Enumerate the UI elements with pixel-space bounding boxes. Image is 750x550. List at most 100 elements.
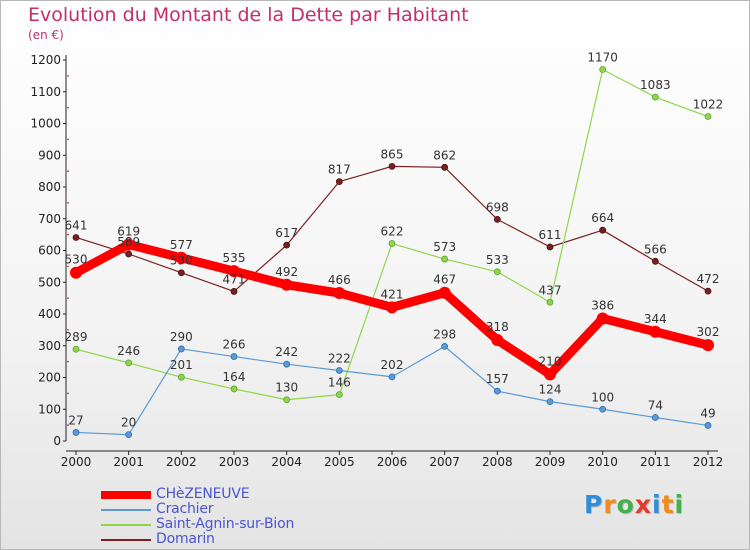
point-domarin-2007: [441, 163, 449, 171]
y-tick-label-700: 700: [38, 212, 61, 226]
point-chezeneuve-2003: [228, 265, 240, 278]
data-label-domarin-2003: 471: [223, 272, 246, 286]
point-crachier-2000: [72, 429, 80, 436]
point-domarin-2012: [704, 287, 712, 295]
y-tick-label-100: 100: [38, 402, 61, 416]
point-saint-agnin-2007: [441, 255, 449, 263]
x-tick-label-2003: 2003: [219, 455, 250, 469]
point-crachier-2004: [283, 360, 291, 368]
point-saint-agnin-2005: [335, 391, 343, 399]
data-label-domarin-2008: 698: [486, 200, 509, 214]
y-tick-label-1200: 1200: [30, 53, 61, 67]
y-minor-tick: [67, 360, 69, 363]
point-crachier-2011: [651, 414, 659, 421]
data-label-saint-agnin-2006: 622: [381, 225, 404, 239]
data-label-crachier-2004: 242: [275, 345, 298, 359]
logo-letter: r: [603, 490, 617, 519]
data-label-domarin-2009: 611: [539, 228, 562, 242]
data-label-domarin-2001: 589: [117, 235, 140, 249]
data-label-saint-agnin-2011: 1083: [640, 78, 671, 92]
data-label-domarin-2002: 530: [170, 254, 193, 268]
chart-subtitle: (en €): [28, 28, 64, 42]
logo-letter: P: [584, 490, 604, 519]
x-tick-label-2002: 2002: [166, 455, 197, 469]
data-label-chezeneuve-2008: 318: [486, 320, 509, 334]
y-minor-tick: [67, 201, 69, 204]
point-domarin-2005: [335, 178, 343, 186]
data-label-crachier-2010: 100: [591, 390, 614, 404]
y-minor-tick: [67, 106, 69, 109]
y-minor-tick: [67, 74, 69, 77]
data-label-crachier-2011: 74: [648, 399, 663, 413]
point-saint-agnin-2011: [651, 93, 659, 101]
legend-label-crachier: Crachier: [156, 501, 214, 517]
point-domarin-2002: [177, 269, 185, 277]
data-label-chezeneuve-2005: 466: [328, 273, 351, 287]
data-label-saint-agnin-2005: 146: [328, 376, 351, 390]
point-domarin-2009: [546, 243, 554, 251]
point-chezeneuve-2001: [122, 238, 135, 251]
x-tick-label-2001: 2001: [113, 455, 144, 469]
data-label-domarin-2007: 862: [433, 148, 456, 162]
x-tick-label-2012: 2012: [693, 455, 724, 469]
y-minor-tick: [67, 424, 69, 427]
data-label-crachier-2012: 49: [700, 406, 715, 420]
point-crachier-2001: [125, 431, 133, 439]
y-minor-tick: [67, 328, 69, 331]
y-tick-label-400: 400: [38, 307, 61, 321]
data-label-chezeneuve-2001: 619: [117, 224, 140, 238]
data-label-chezeneuve-2011: 344: [644, 312, 667, 326]
y-minor-tick: [67, 265, 69, 268]
legend-swatch-domarin: [101, 539, 151, 541]
point-domarin-2008: [493, 215, 501, 223]
point-chezeneuve-2010: [596, 312, 609, 325]
point-domarin-2004: [283, 241, 291, 249]
x-tick-label-2007: 2007: [429, 455, 460, 469]
point-chezeneuve-2005: [333, 287, 346, 300]
data-label-domarin-2005: 817: [328, 163, 351, 177]
data-label-domarin-2011: 566: [644, 242, 667, 256]
point-saint-agnin-2003: [230, 385, 238, 393]
point-crachier-2008: [493, 387, 501, 395]
data-label-domarin-2004: 617: [275, 226, 298, 240]
point-domarin-2003: [230, 288, 238, 295]
data-label-chezeneuve-2000: 530: [65, 253, 88, 267]
data-label-crachier-2000: 27: [68, 413, 83, 427]
x-tick-label-2011: 2011: [640, 455, 671, 469]
y-tick-label-500: 500: [38, 275, 61, 289]
point-saint-agnin-2009: [546, 298, 554, 306]
point-saint-agnin-2002: [177, 373, 185, 381]
x-tick-label-2006: 2006: [377, 455, 408, 469]
point-saint-agnin-2000: [72, 345, 80, 353]
point-chezeneuve-2006: [386, 301, 398, 314]
legend-item-chezeneuve: CHèZENEUVE: [101, 486, 361, 502]
chart-title: Evolution du Montant de la Dette par Hab…: [28, 4, 469, 26]
data-label-saint-agnin-2004: 130: [275, 381, 298, 395]
point-saint-agnin-2004: [283, 396, 291, 404]
logo-letter: t: [661, 490, 675, 519]
point-crachier-2010: [599, 405, 607, 413]
data-label-domarin-2006: 865: [381, 147, 404, 161]
data-label-domarin-2000: 641: [65, 218, 88, 232]
point-domarin-2000: [72, 234, 80, 241]
data-label-chezeneuve-2009: 210: [539, 354, 562, 368]
legend: CHèZENEUVE Crachier Saint-Agnin-sur-Bion…: [101, 486, 361, 547]
legend-label-domarin: Domarin: [156, 531, 215, 547]
proxiti-logo: Proxiti: [584, 490, 684, 519]
data-label-crachier-2005: 222: [328, 352, 351, 366]
legend-swatch-saint-agnin: [101, 524, 151, 526]
legend-item-domarin: Domarin: [101, 531, 361, 547]
y-minor-tick: [67, 233, 69, 236]
data-label-crachier-2003: 266: [223, 338, 246, 352]
y-tick-label-800: 800: [38, 180, 61, 194]
point-chezeneuve-2009: [544, 368, 556, 381]
data-label-domarin-2010: 664: [591, 211, 614, 225]
point-crachier-2003: [230, 353, 238, 360]
data-label-chezeneuve-2012: 302: [697, 325, 720, 339]
x-tick-label-2008: 2008: [482, 455, 513, 469]
point-chezeneuve-2004: [280, 278, 293, 291]
data-label-chezeneuve-2006: 421: [381, 287, 404, 301]
data-label-saint-agnin-2002: 201: [170, 358, 193, 372]
